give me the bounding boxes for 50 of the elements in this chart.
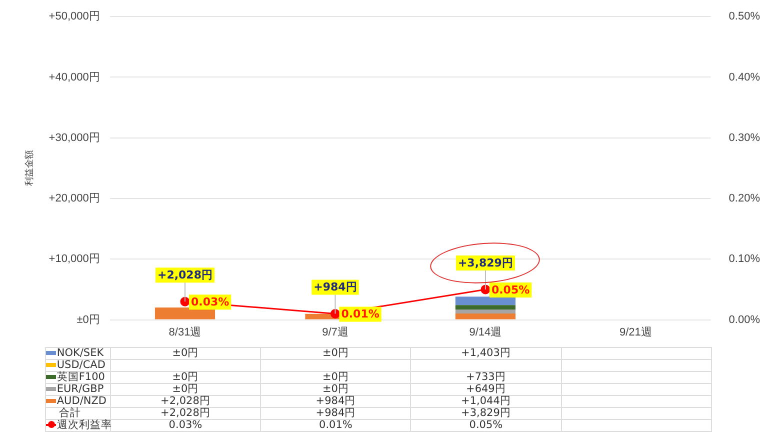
legend-label: AUD/NZD bbox=[45, 395, 110, 408]
y2-tick-label: 0.10% bbox=[728, 253, 760, 266]
data-label: +1,044円 bbox=[410, 395, 562, 408]
data-label: 0.01% bbox=[260, 419, 411, 432]
text: +2,028円 bbox=[160, 407, 210, 419]
legend-label: 週次利益率 bbox=[45, 419, 112, 432]
text: +3,829円 bbox=[461, 407, 511, 419]
total-label: +3,829円 bbox=[458, 256, 513, 270]
text: 0.05% bbox=[491, 283, 530, 296]
legend-label: EUR/GBP bbox=[45, 383, 110, 396]
y-tick-label: +50,000円 bbox=[48, 10, 100, 23]
y-tick-label: +40,000円 bbox=[48, 71, 100, 84]
y2-tick-label: 0.20% bbox=[728, 192, 760, 205]
data-label: +1,403円 bbox=[410, 347, 562, 360]
x-tick-label: 9/21週 bbox=[619, 326, 652, 338]
legend-label: NOK/SEK bbox=[45, 347, 110, 360]
y2-tick-label: 0.40% bbox=[728, 71, 760, 84]
y-axis-title: 利益金額 bbox=[24, 150, 34, 186]
data-label: ±0円 bbox=[260, 347, 411, 360]
total-label: +984円 bbox=[314, 280, 357, 294]
text: 0.01% bbox=[341, 308, 380, 321]
y2-tick-label: 0.00% bbox=[728, 314, 760, 326]
y-tick-label: +10,000円 bbox=[48, 253, 100, 266]
data-label: +733円 bbox=[410, 371, 562, 384]
y2-tick-label: 0.50% bbox=[728, 10, 760, 23]
x-tick-label: 9/7週 bbox=[322, 326, 348, 338]
data-label: ±0円 bbox=[260, 371, 411, 384]
y-tick-label: +20,000円 bbox=[48, 192, 100, 205]
y-tick-label: ±0円 bbox=[76, 314, 100, 326]
total-label: +2,028円 bbox=[157, 268, 212, 282]
data-label: 0.03% bbox=[110, 419, 261, 432]
data-label: ±0円 bbox=[110, 383, 261, 396]
data-label: ±0円 bbox=[260, 383, 411, 396]
y2-tick-label: 0.30% bbox=[728, 132, 760, 144]
x-tick-label: 9/14週 bbox=[469, 326, 502, 338]
point bbox=[180, 296, 190, 306]
data-label: +984円 bbox=[260, 395, 411, 408]
x-tick-label: 8/31週 bbox=[168, 326, 202, 338]
data-label: 0.05% bbox=[410, 419, 562, 432]
text: 0.03% bbox=[190, 295, 230, 308]
data-label: ±0円 bbox=[110, 371, 261, 384]
point bbox=[480, 284, 490, 294]
text: 合計 bbox=[45, 407, 110, 420]
data-label: +2,028円 bbox=[110, 395, 261, 408]
legend-label: USD/CAD bbox=[45, 359, 110, 372]
y-tick-label: +30,000円 bbox=[48, 132, 100, 144]
data-label: +649円 bbox=[410, 383, 562, 396]
legend-label: 英国F100 bbox=[45, 371, 110, 384]
data-label: ±0円 bbox=[110, 347, 261, 360]
text: +984円 bbox=[316, 407, 356, 419]
